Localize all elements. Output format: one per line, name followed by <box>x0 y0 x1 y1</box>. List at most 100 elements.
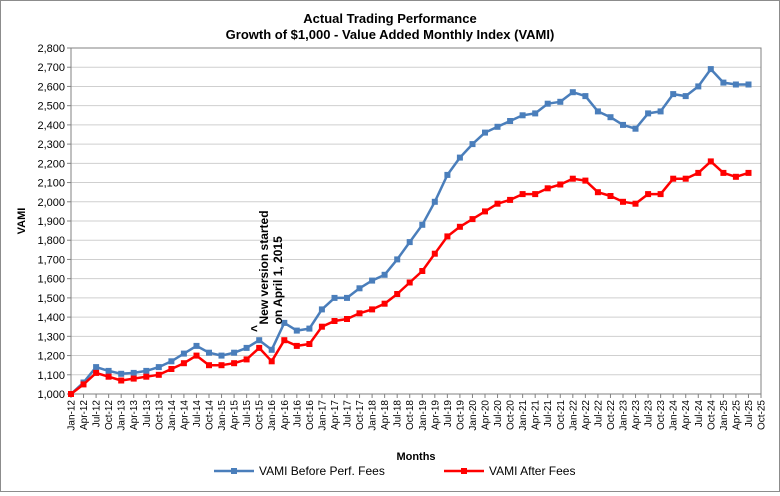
y-tick-label: 2,400 <box>37 120 65 132</box>
data-point <box>670 175 677 182</box>
data-point <box>720 169 727 176</box>
x-tick-label: Apr-17 <box>330 400 341 430</box>
y-tick-label: 1,000 <box>37 389 65 401</box>
data-point <box>544 100 551 107</box>
annotation-line-2: on April 1, 2015 <box>271 236 285 325</box>
x-tick-label: Jul-15 <box>242 400 253 428</box>
x-tick-label: Jul-25 <box>744 400 755 428</box>
x-tick-label: Oct-22 <box>606 400 617 430</box>
data-point <box>180 360 187 367</box>
y-tick-label: 2,500 <box>37 101 65 113</box>
x-axis-ticks: Jan-12 Apr-12 Jul-12 Oct-12 Jan-13 Apr-13 Jul-… <box>67 394 768 431</box>
data-point <box>394 291 401 297</box>
y-tick-label: 1,800 <box>37 235 65 247</box>
data-point <box>444 233 451 240</box>
data-point <box>394 256 401 263</box>
x-tick-label: Apr-18 <box>380 400 391 430</box>
x-tick-label: Jul-17 <box>343 400 354 428</box>
x-tick-label: Oct-17 <box>355 400 366 430</box>
data-point <box>406 279 413 286</box>
data-point <box>419 268 426 274</box>
data-point <box>645 110 652 117</box>
data-point <box>469 216 476 223</box>
x-tick-label: Jan-14 <box>167 400 178 431</box>
data-point <box>243 356 250 363</box>
data-point <box>456 154 463 161</box>
legend-swatch-marker <box>461 468 467 474</box>
data-point <box>155 364 162 371</box>
legend: VAMI Before Perf. Fees VAMI After Fees <box>214 464 575 478</box>
data-point <box>645 191 652 198</box>
data-point <box>482 129 488 136</box>
y-tick-label: 1,300 <box>37 331 65 343</box>
x-tick-label: Apr-15 <box>230 400 241 430</box>
data-point <box>143 367 150 374</box>
chart-subtitle: Growth of $1,000 - Value Added Monthly I… <box>226 27 555 42</box>
x-tick-label: Jul-12 <box>92 400 103 428</box>
x-tick-label: Jul-22 <box>593 400 604 428</box>
data-point <box>657 191 664 198</box>
x-tick-label: Apr-19 <box>430 400 441 430</box>
data-point <box>682 93 689 100</box>
x-tick-label: Jan-21 <box>518 400 529 431</box>
data-point <box>93 369 100 376</box>
data-point <box>369 277 376 284</box>
data-point <box>218 362 225 369</box>
legend-label: VAMI After Fees <box>489 464 575 478</box>
data-point <box>707 66 714 73</box>
legend-swatch-marker <box>231 468 237 474</box>
x-tick-label: Jul-14 <box>192 400 203 428</box>
data-point <box>143 373 150 380</box>
x-tick-label: Apr-16 <box>280 400 291 430</box>
data-point <box>582 93 589 100</box>
data-point <box>431 198 438 205</box>
data-point <box>519 112 526 119</box>
chart-title: Actual Trading Performance <box>303 11 476 26</box>
data-point <box>557 181 564 188</box>
y-tick-label: 1,600 <box>37 274 65 286</box>
data-point <box>732 81 739 88</box>
data-point <box>93 364 100 371</box>
annotation: <New version started on April 1, 2015 <box>251 210 286 335</box>
data-point <box>293 327 300 334</box>
data-point <box>193 342 200 349</box>
data-point <box>419 221 426 228</box>
x-tick-label: Jan-20 <box>468 400 479 431</box>
x-tick-label: Apr-23 <box>631 400 642 430</box>
data-point <box>243 344 250 351</box>
y-tick-label: 2,300 <box>37 139 65 151</box>
x-tick-label: Jan-24 <box>669 400 680 431</box>
y-tick-label: 2,100 <box>37 178 65 190</box>
x-tick-label: Oct-15 <box>255 400 266 430</box>
data-point <box>68 391 74 397</box>
data-point <box>682 175 689 182</box>
x-tick-label: Jul-24 <box>694 400 705 428</box>
data-point <box>155 371 162 378</box>
x-tick-label: Jul-13 <box>142 400 153 428</box>
data-point <box>105 373 112 380</box>
y-tick-label: 1,100 <box>37 370 65 382</box>
x-tick-label: Jan-12 <box>67 400 78 431</box>
data-point <box>569 175 576 182</box>
x-tick-label: Apr-25 <box>731 400 742 430</box>
gridlines <box>71 47 761 395</box>
y-tick-label: 2,200 <box>37 158 65 170</box>
data-point <box>519 191 526 198</box>
data-point <box>381 300 388 307</box>
x-tick-label: Jul-16 <box>292 400 303 428</box>
data-point <box>369 306 376 313</box>
x-tick-label: Jan-18 <box>368 400 379 431</box>
data-point <box>494 200 501 207</box>
data-point <box>281 319 288 326</box>
y-tick-label: 2,000 <box>37 197 65 209</box>
data-point <box>193 352 200 359</box>
data-point <box>632 125 639 132</box>
data-point <box>720 79 727 86</box>
x-tick-label: Jan-23 <box>619 400 630 431</box>
data-point <box>494 123 501 130</box>
data-point <box>745 169 752 176</box>
data-point <box>168 358 175 365</box>
data-point <box>507 118 514 124</box>
x-tick-label: Oct-23 <box>656 400 667 430</box>
